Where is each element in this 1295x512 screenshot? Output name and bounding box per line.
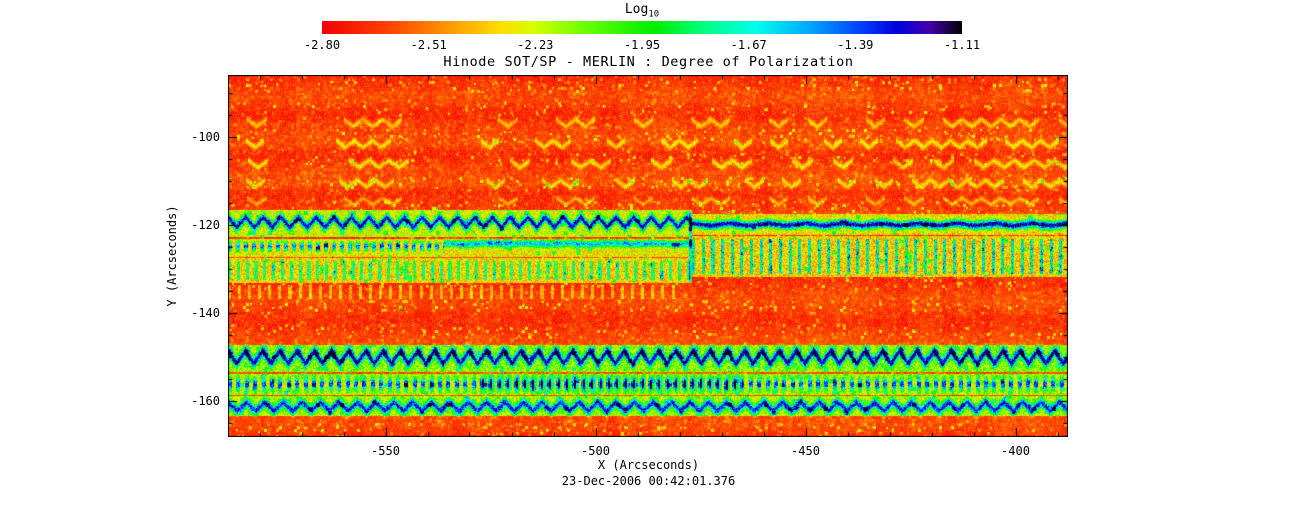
x-tick-label: -450 (791, 444, 820, 458)
colorbar (322, 21, 962, 34)
heatmap-canvas (228, 75, 1068, 437)
y-tick-label: -120 (191, 217, 220, 232)
colorbar-tick-label: -2.51 (410, 38, 447, 52)
y-tick-label: -160 (191, 393, 220, 408)
plot-title: Hinode SOT/SP - MERLIN : Degree of Polar… (443, 54, 854, 70)
x-tick-label: -400 (1001, 444, 1030, 458)
colorbar-tick-label: -1.95 (623, 38, 661, 52)
colorbar-tick-label: -1.11 (943, 38, 981, 52)
colorbar-tick-label: -2.80 (303, 38, 341, 52)
colorbar-tick-label: -1.67 (730, 38, 767, 52)
colorbar-tick-label: -1.39 (837, 38, 874, 52)
y-tick-label: -140 (191, 305, 220, 320)
timestamp: 23-Dec-2006 00:42:01.376 (561, 474, 736, 488)
x-tick-label: -500 (581, 444, 610, 458)
colorbar-label-main: Log (624, 2, 649, 17)
colorbar-tick-label: -2.23 (517, 38, 554, 52)
y-tick-label: -100 (191, 130, 220, 145)
colorbar-label-sub: 10 (648, 9, 660, 20)
y-axis-label: Y (Arcseconds) (165, 205, 179, 307)
x-axis-label: X (Arcseconds) (597, 458, 700, 472)
x-tick-label: -550 (371, 444, 400, 458)
colorbar-label: Log10 (322, 2, 962, 20)
